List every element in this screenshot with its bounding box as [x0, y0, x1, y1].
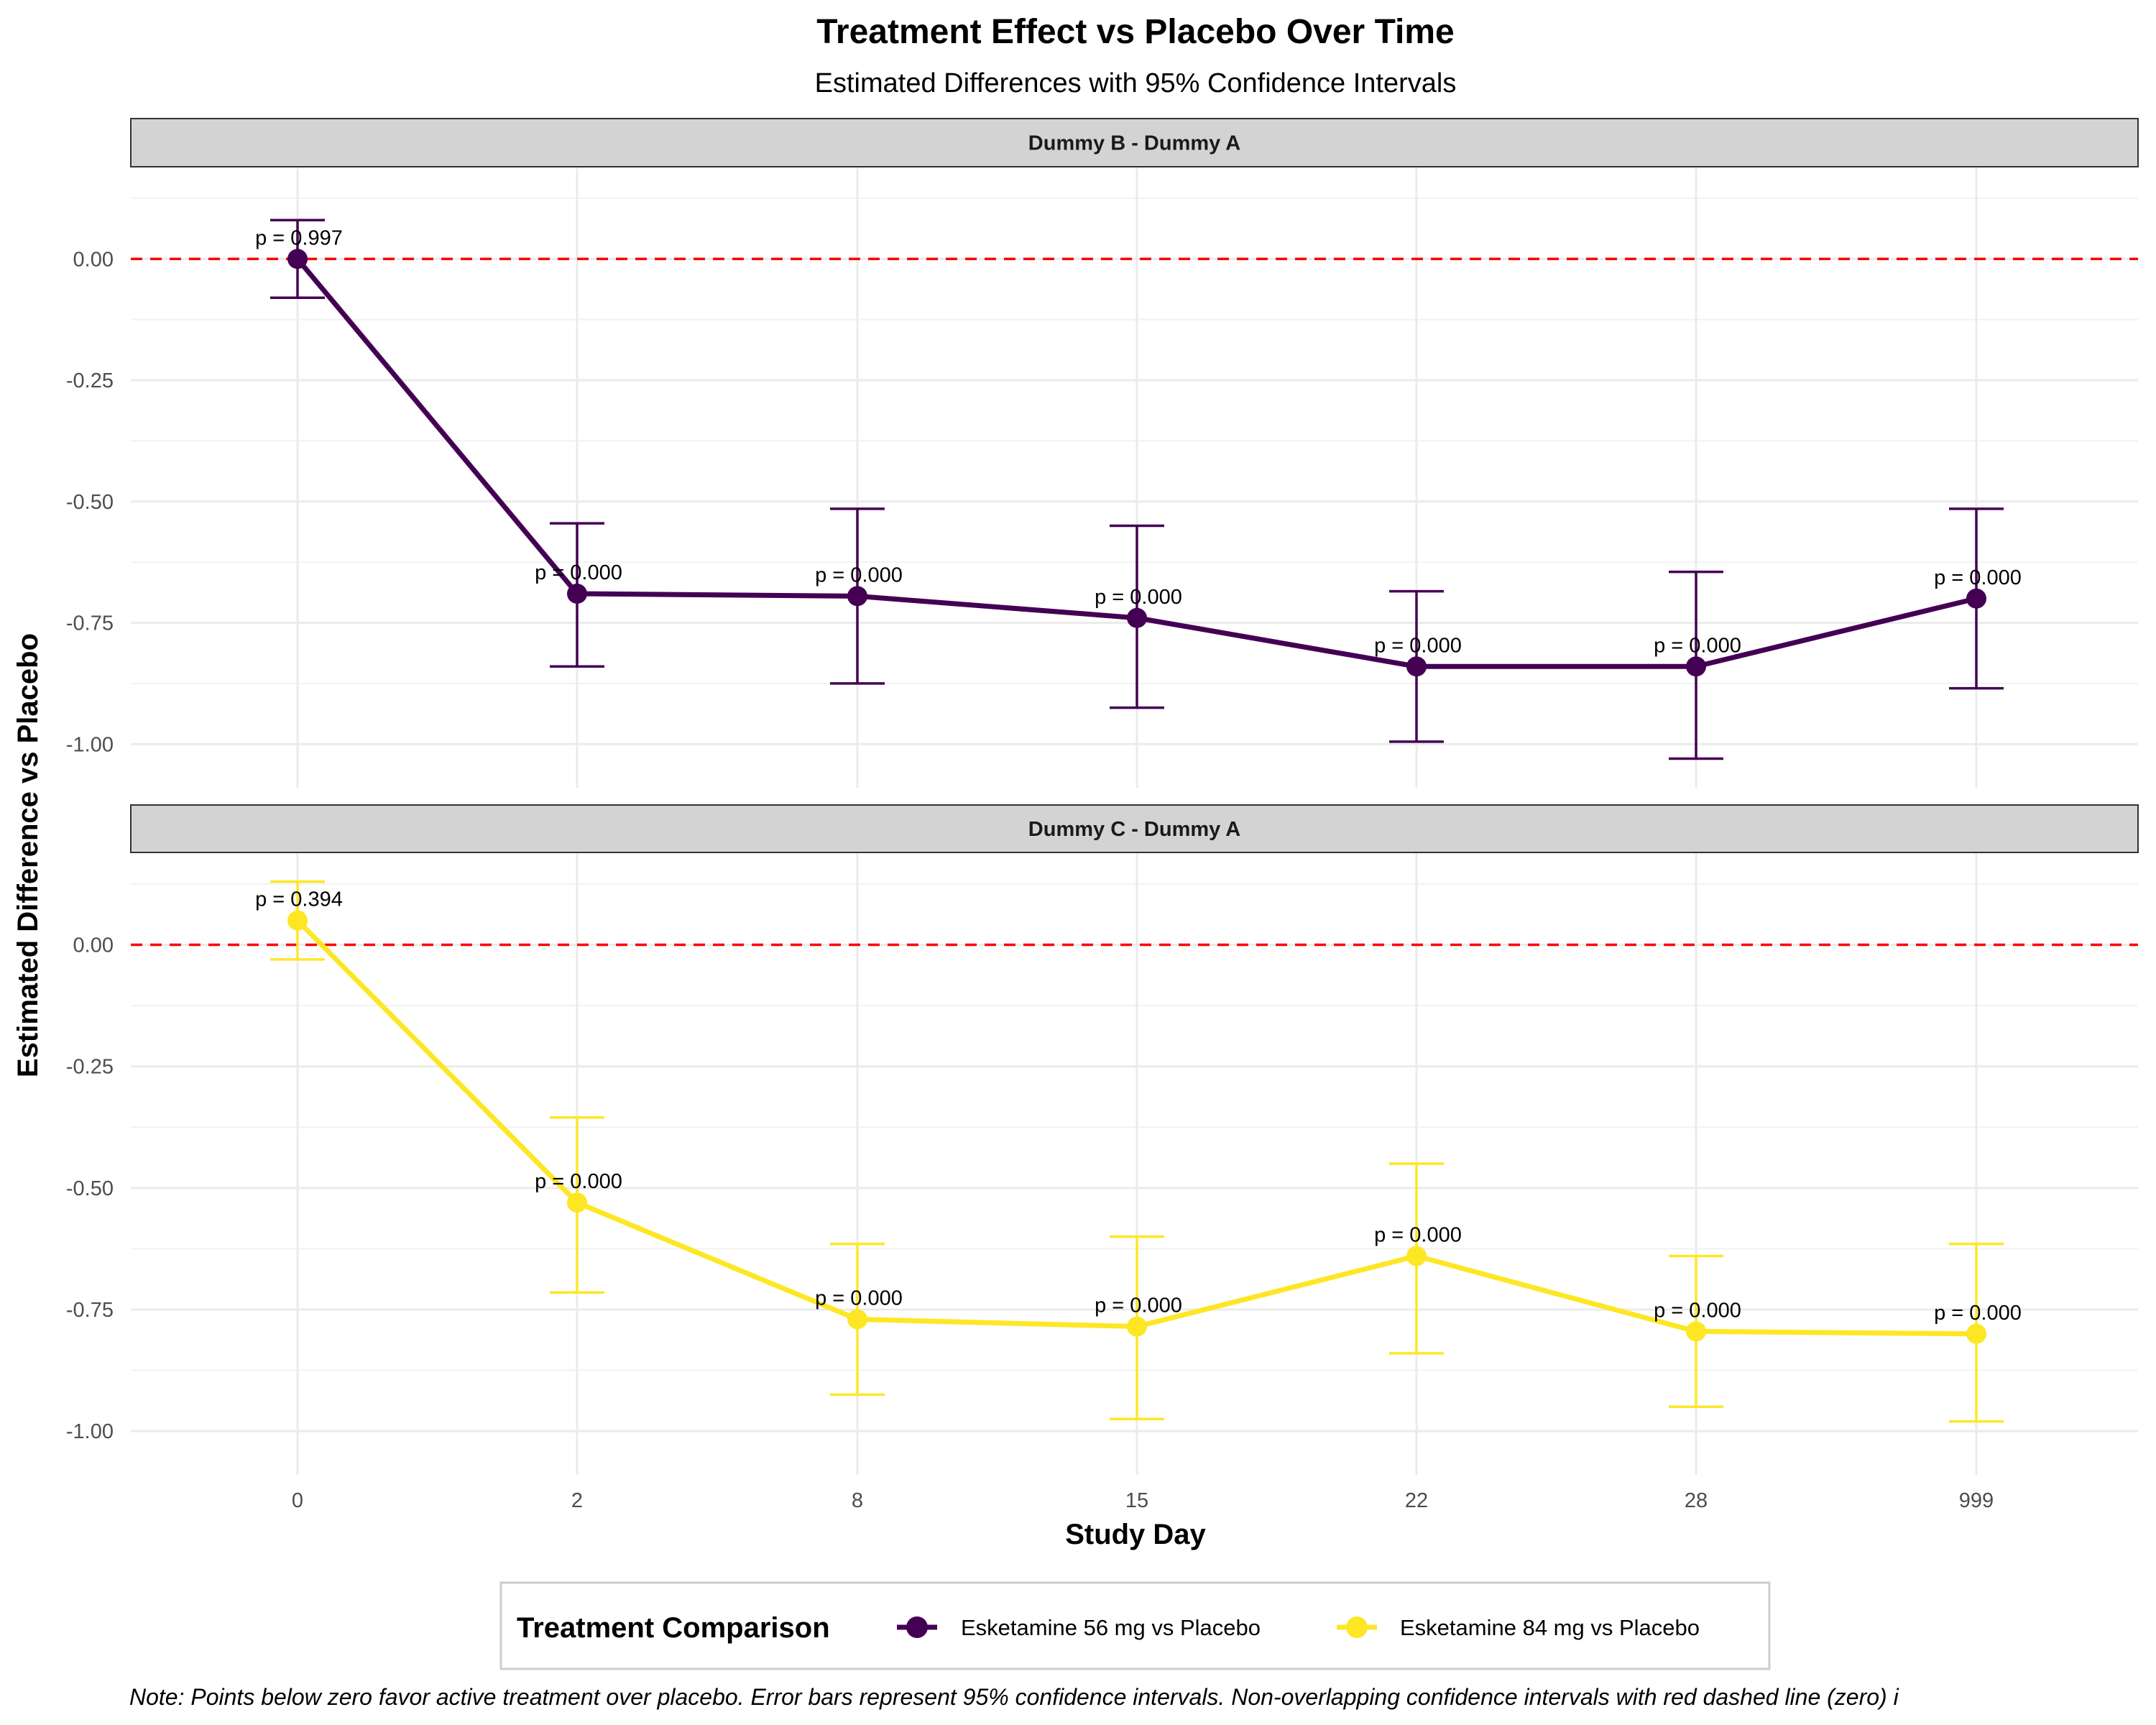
p-value-label: p = 0.000 [535, 561, 622, 584]
p-value-label: p = 0.000 [1934, 566, 2022, 589]
facet-strip [130, 804, 2139, 853]
data-point [287, 910, 308, 931]
facet-strip [130, 118, 2139, 167]
y-tick-label: 0.00 [73, 934, 114, 957]
x-tick-label: 999 [1959, 1489, 1994, 1512]
facet-strip-label: Dummy C - Dummy A [1028, 818, 1240, 841]
p-value-label: p = 0.000 [1095, 1294, 1182, 1317]
p-value-label: p = 0.000 [1654, 634, 1741, 657]
data-point [1127, 1316, 1147, 1337]
y-tick-label: -0.25 [66, 1056, 114, 1079]
y-tick-label: -0.75 [66, 1299, 114, 1322]
legend-label: Esketamine 56 mg vs Placebo [961, 1615, 1261, 1640]
p-value-label: p = 0.000 [1934, 1302, 2022, 1325]
p-value-label: p = 0.000 [815, 1287, 903, 1310]
data-point [1127, 607, 1147, 628]
data-point [567, 584, 587, 604]
data-point [1966, 1323, 1986, 1344]
p-value-label: p = 0.394 [255, 888, 343, 911]
data-point [1406, 656, 1427, 677]
legend-label: Esketamine 84 mg vs Placebo [1400, 1615, 1700, 1640]
legend-item: Esketamine 84 mg vs Placebo [1337, 1615, 1700, 1640]
p-value-label: p = 0.997 [255, 226, 343, 249]
data-point [1686, 656, 1706, 677]
legend-box [499, 1581, 1771, 1670]
p-value-label: p = 0.000 [1095, 586, 1182, 609]
x-tick-label: 22 [1405, 1489, 1428, 1512]
legend: Treatment Comparison Esketamine 56 mg vs … [499, 1581, 1771, 1670]
data-point [847, 586, 867, 607]
facet-panels: 0.00 -0.25 -0.50 -0.75 -1.00 Dummy B - Dummy … [66, 118, 2139, 1475]
chart-title: Treatment Effect vs Placebo Over Time [816, 13, 1454, 51]
x-tick-label: 0 [292, 1489, 303, 1512]
panel-1: 0.00 -0.25 -0.50 -0.75 -1.00 Dummy B - Dummy … [66, 118, 2139, 788]
y-tick-label: -0.25 [66, 369, 114, 392]
x-tick-label: 15 [1125, 1489, 1148, 1512]
data-point [1406, 1246, 1427, 1266]
data-point [287, 249, 308, 270]
x-tick-label: 28 [1685, 1489, 1708, 1512]
y-tick-label: -1.00 [66, 733, 114, 756]
data-point [567, 1192, 587, 1213]
p-value-label: p = 0.000 [1374, 1224, 1462, 1247]
x-axis: 0 2 8 15 22 28 999 [292, 1489, 1994, 1512]
legend-point [1346, 1616, 1368, 1638]
y-tick-label: -0.75 [66, 612, 114, 635]
x-tick-label: 8 [852, 1489, 863, 1512]
data-point [847, 1309, 867, 1330]
y-tick-label: -0.50 [66, 1177, 114, 1200]
chart-subtitle: Estimated Differences with 95% Confidenc… [815, 68, 1457, 98]
legend-title: Treatment Comparison [517, 1612, 830, 1644]
y-axis-title: Estimated Difference vs Placebo [12, 633, 44, 1077]
y-tick-label: 0.00 [73, 248, 114, 271]
p-value-label: p = 0.000 [1654, 1299, 1741, 1322]
y-tick-label: -1.00 [66, 1420, 114, 1443]
facet-strip-label: Dummy B - Dummy A [1028, 132, 1240, 155]
y-tick-label: -0.50 [66, 491, 114, 514]
x-tick-label: 2 [571, 1489, 583, 1512]
panel-2: 0.00 -0.25 -0.50 -0.75 -1.00 Dummy C - Dummy … [66, 804, 2139, 1475]
x-axis-title: Study Day [1065, 1519, 1206, 1550]
data-point [1686, 1321, 1706, 1342]
legend-point [906, 1616, 928, 1638]
legend-item: Esketamine 56 mg vs Placebo [897, 1615, 1261, 1640]
p-value-label: p = 0.000 [535, 1170, 622, 1193]
p-value-label: p = 0.000 [815, 564, 903, 586]
data-point [1966, 588, 1986, 609]
chart-note: Note: Points below zero favor active tre… [129, 1684, 1899, 1710]
p-value-label: p = 0.000 [1374, 634, 1462, 657]
